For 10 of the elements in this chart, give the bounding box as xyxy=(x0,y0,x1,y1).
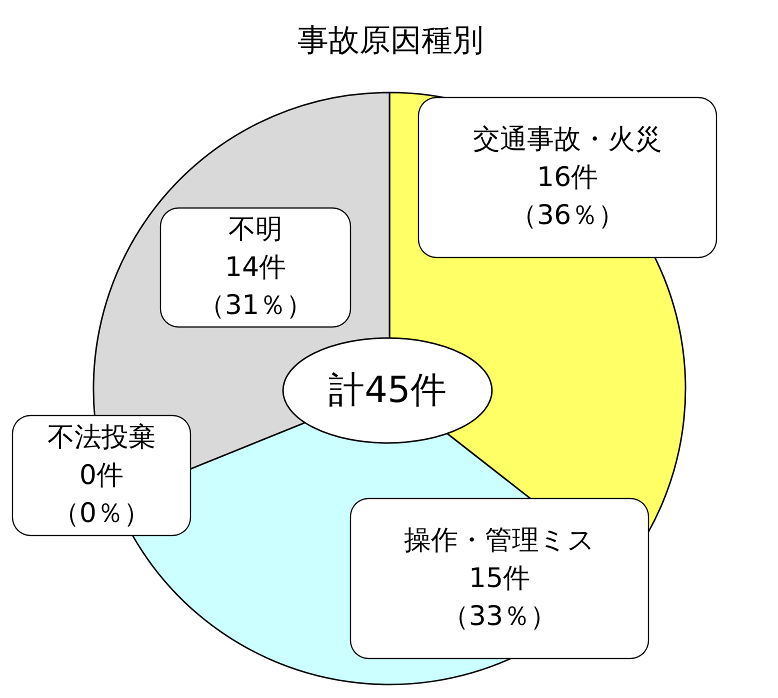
text: 計45件 xyxy=(328,370,446,411)
data-label: 16件（36％） xyxy=(510,162,626,231)
slice-label: 不明 xyxy=(228,214,282,245)
text: 0件（0％） xyxy=(52,460,151,529)
slice-label: 操作・管理ミス xyxy=(404,525,595,556)
slice-label: 交通事故・火災 xyxy=(473,124,662,155)
data-label: 14件（31％） xyxy=(198,252,314,321)
data-label: 15件（33％） xyxy=(442,563,558,632)
chart-title: 事故原因種別 xyxy=(298,22,484,58)
category-label: 不法投棄 xyxy=(48,422,156,453)
